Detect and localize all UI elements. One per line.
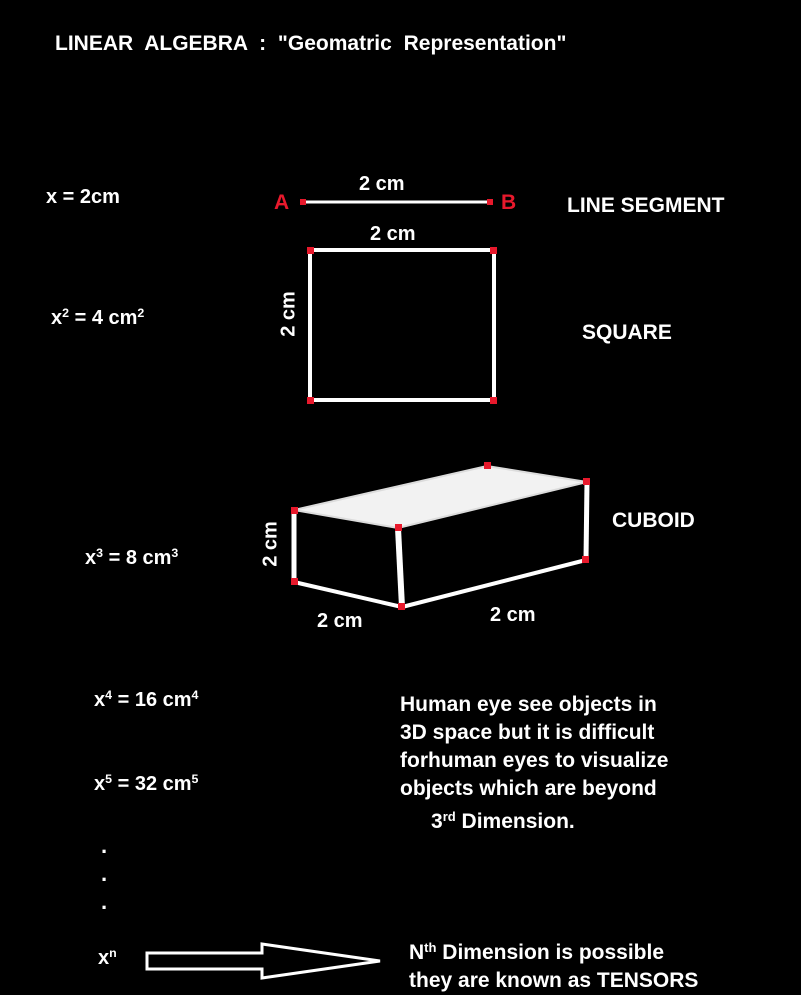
- note-line: 3rd Dimension.: [431, 809, 575, 834]
- cuboid-height-label: 2 cm: [259, 521, 282, 567]
- point-a-label: A: [274, 191, 290, 214]
- vertex-b-marker: [487, 199, 493, 205]
- note-line: 3D space but it is difficult: [400, 721, 655, 744]
- note-line: forhuman eyes to visualize: [400, 749, 669, 772]
- line-segment-name: LINE SEGMENT: [567, 194, 725, 217]
- line-length-label: 2 cm: [359, 173, 405, 195]
- cuboid-edge-bottom-left: [293, 580, 403, 609]
- square-equation: x2 = 4 cm2: [51, 306, 145, 329]
- cuboid-vertex: [398, 603, 405, 610]
- cuboid-depth-label: 2 cm: [490, 604, 536, 626]
- point-b-label: B: [501, 191, 517, 214]
- square-side-label: 2 cm: [277, 291, 300, 337]
- arrow-icon: [145, 942, 381, 980]
- cuboid-equation: x3 = 8 cm3: [85, 546, 179, 569]
- square-vertex-br: [490, 397, 497, 404]
- cuboid-vertex: [582, 556, 589, 563]
- ellipsis-dot: .: [101, 889, 108, 914]
- cuboid-shape: [291, 462, 590, 610]
- x5-equation: x5 = 32 cm5: [94, 772, 199, 795]
- vertex-a-marker: [300, 199, 306, 205]
- xn-label: xn: [98, 946, 117, 969]
- square-name: SQUARE: [582, 321, 672, 344]
- cuboid-name: CUBOID: [612, 509, 695, 532]
- cuboid-vertex: [484, 462, 491, 469]
- page-title: LINEAR ALGEBRA : "Geomatric Representati…: [55, 32, 567, 55]
- cuboid-edge-front: [395, 527, 405, 608]
- cuboid-edge-right: [583, 481, 590, 561]
- note-text: Human eye see objects in 3D space but it…: [400, 691, 668, 836]
- tensor-note-line: they are known as TENSORS: [409, 969, 699, 993]
- cuboid-vertex: [395, 524, 402, 531]
- square-vertex-bl: [307, 397, 314, 404]
- square-top-label: 2 cm: [370, 223, 416, 245]
- cuboid-vertex: [291, 578, 298, 585]
- square-shape: [308, 248, 496, 402]
- square-vertex-tl: [307, 247, 314, 254]
- ellipsis-dot: .: [101, 833, 108, 858]
- cuboid-vertex: [583, 478, 590, 485]
- square-vertex-tr: [490, 247, 497, 254]
- note-line: Human eye see objects in: [400, 693, 657, 716]
- x4-equation: x4 = 16 cm4: [94, 688, 199, 711]
- cuboid-vertex: [291, 507, 298, 514]
- cuboid-top-face: [293, 464, 588, 530]
- line-equation: x = 2cm: [46, 186, 120, 208]
- cuboid-edge-bottom-right: [401, 558, 587, 609]
- tensor-note: Nth Dimension is possible they are known…: [409, 934, 698, 995]
- tensor-note-line: Nth Dimension is possible: [409, 940, 665, 965]
- cuboid-front-label: 2 cm: [317, 610, 363, 632]
- note-line: objects which are beyond: [400, 777, 657, 800]
- ellipsis-dot: .: [101, 861, 108, 886]
